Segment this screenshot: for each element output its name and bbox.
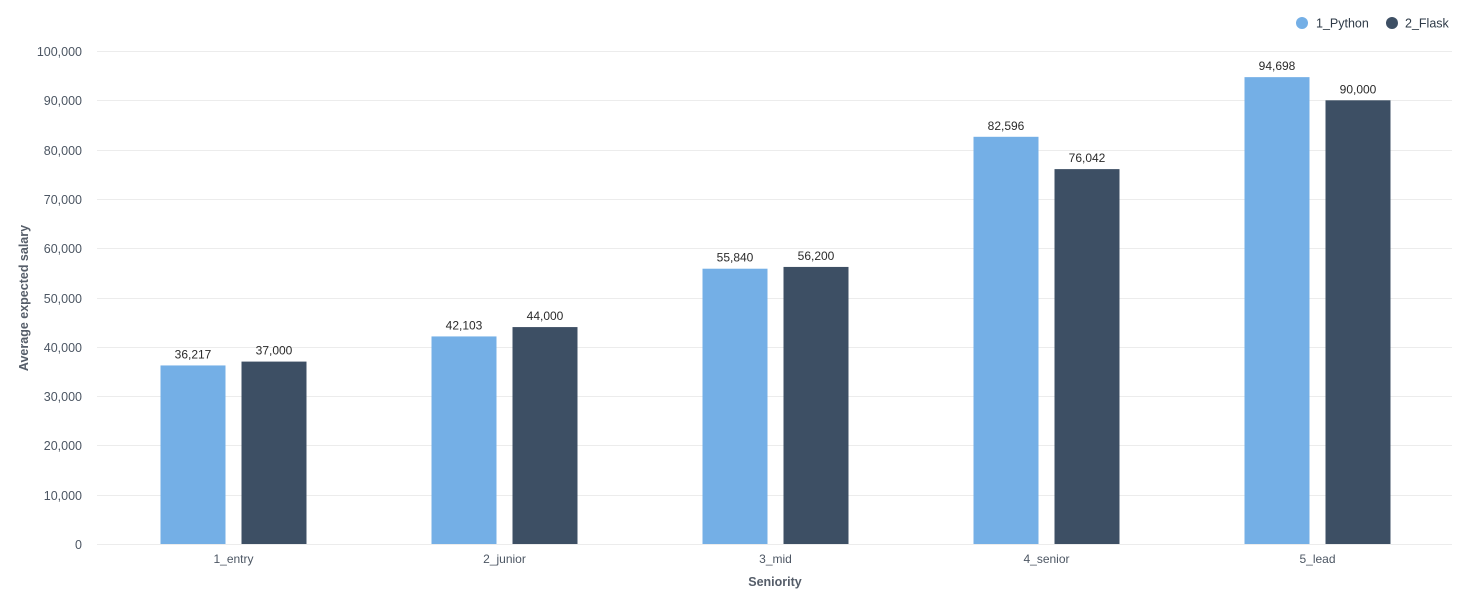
data-label: 37,000	[256, 344, 293, 358]
bar-1-python-3_mid	[702, 268, 768, 544]
legend-label-flask: 2_Flask	[1405, 17, 1450, 31]
data-label: 76,042	[1069, 151, 1106, 165]
x-tick-label: 3_mid	[759, 552, 792, 566]
data-label: 36,217	[175, 347, 212, 361]
bar-1-python-2_junior	[431, 336, 497, 544]
legend-item-flask[interactable]: 2_Flask	[1386, 17, 1450, 31]
bar-2-flask-2_junior	[512, 327, 578, 544]
data-label: 90,000	[1340, 82, 1377, 96]
legend-swatch-python	[1296, 17, 1308, 29]
bar-2-flask-5_lead	[1325, 100, 1391, 545]
y-tick-label: 100,000	[37, 45, 82, 59]
bar-1-python-1_entry	[160, 365, 226, 544]
data-label: 55,840	[717, 251, 754, 265]
bar-2-flask-1_entry	[241, 361, 307, 544]
data-label: 56,200	[798, 249, 835, 263]
y-tick-label: 80,000	[44, 144, 82, 158]
bar-1-python-5_lead	[1244, 77, 1310, 545]
y-tick-label: 30,000	[44, 390, 82, 404]
data-label: 42,103	[446, 318, 483, 332]
data-labels: 36,217 37,000 42,103 44,000 55,840 56,200 82,5…	[175, 59, 1377, 361]
x-tick-label: 1_entry	[213, 552, 253, 566]
x-tick-label: 2_junior	[483, 552, 526, 566]
y-tick-label: 60,000	[44, 242, 82, 256]
legend-label-python: 1_Python	[1316, 17, 1369, 31]
bar-1-python-4_senior	[973, 136, 1039, 544]
legend-item-python[interactable]: 1_Python	[1296, 17, 1369, 31]
bar-2-flask-3_mid	[783, 266, 849, 544]
x-tick-label: 4_senior	[1023, 552, 1069, 566]
data-label: 44,000	[527, 309, 564, 323]
y-tick-label: 10,000	[44, 489, 82, 503]
legend-swatch-flask	[1386, 17, 1398, 29]
y-tick-label: 50,000	[44, 292, 82, 306]
y-tick-label: 20,000	[44, 439, 82, 453]
y-tick-label: 90,000	[44, 94, 82, 108]
y-tick-label: 70,000	[44, 193, 82, 207]
bars	[160, 77, 1391, 545]
data-label: 82,596	[988, 119, 1025, 133]
legend[interactable]: 1_Python 2_Flask	[1296, 17, 1450, 31]
bar-2-flask-4_senior	[1054, 169, 1120, 544]
y-axis-title: Average expected salary	[17, 225, 31, 371]
y-tick-label: 40,000	[44, 341, 82, 355]
x-axis-title: Seniority	[748, 575, 802, 589]
data-label: 94,698	[1259, 59, 1296, 73]
grid-lines	[97, 51, 1452, 545]
y-tick-label: 0	[75, 538, 82, 552]
x-tick-label: 5_lead	[1299, 552, 1335, 566]
x-axis-ticks: 1_entry 2_junior 3_mid 4_senior 5_lead	[213, 552, 1335, 566]
y-axis-ticks: 0 10,000 20,000 30,000 40,000 50,000 60,000 70,…	[37, 45, 82, 552]
